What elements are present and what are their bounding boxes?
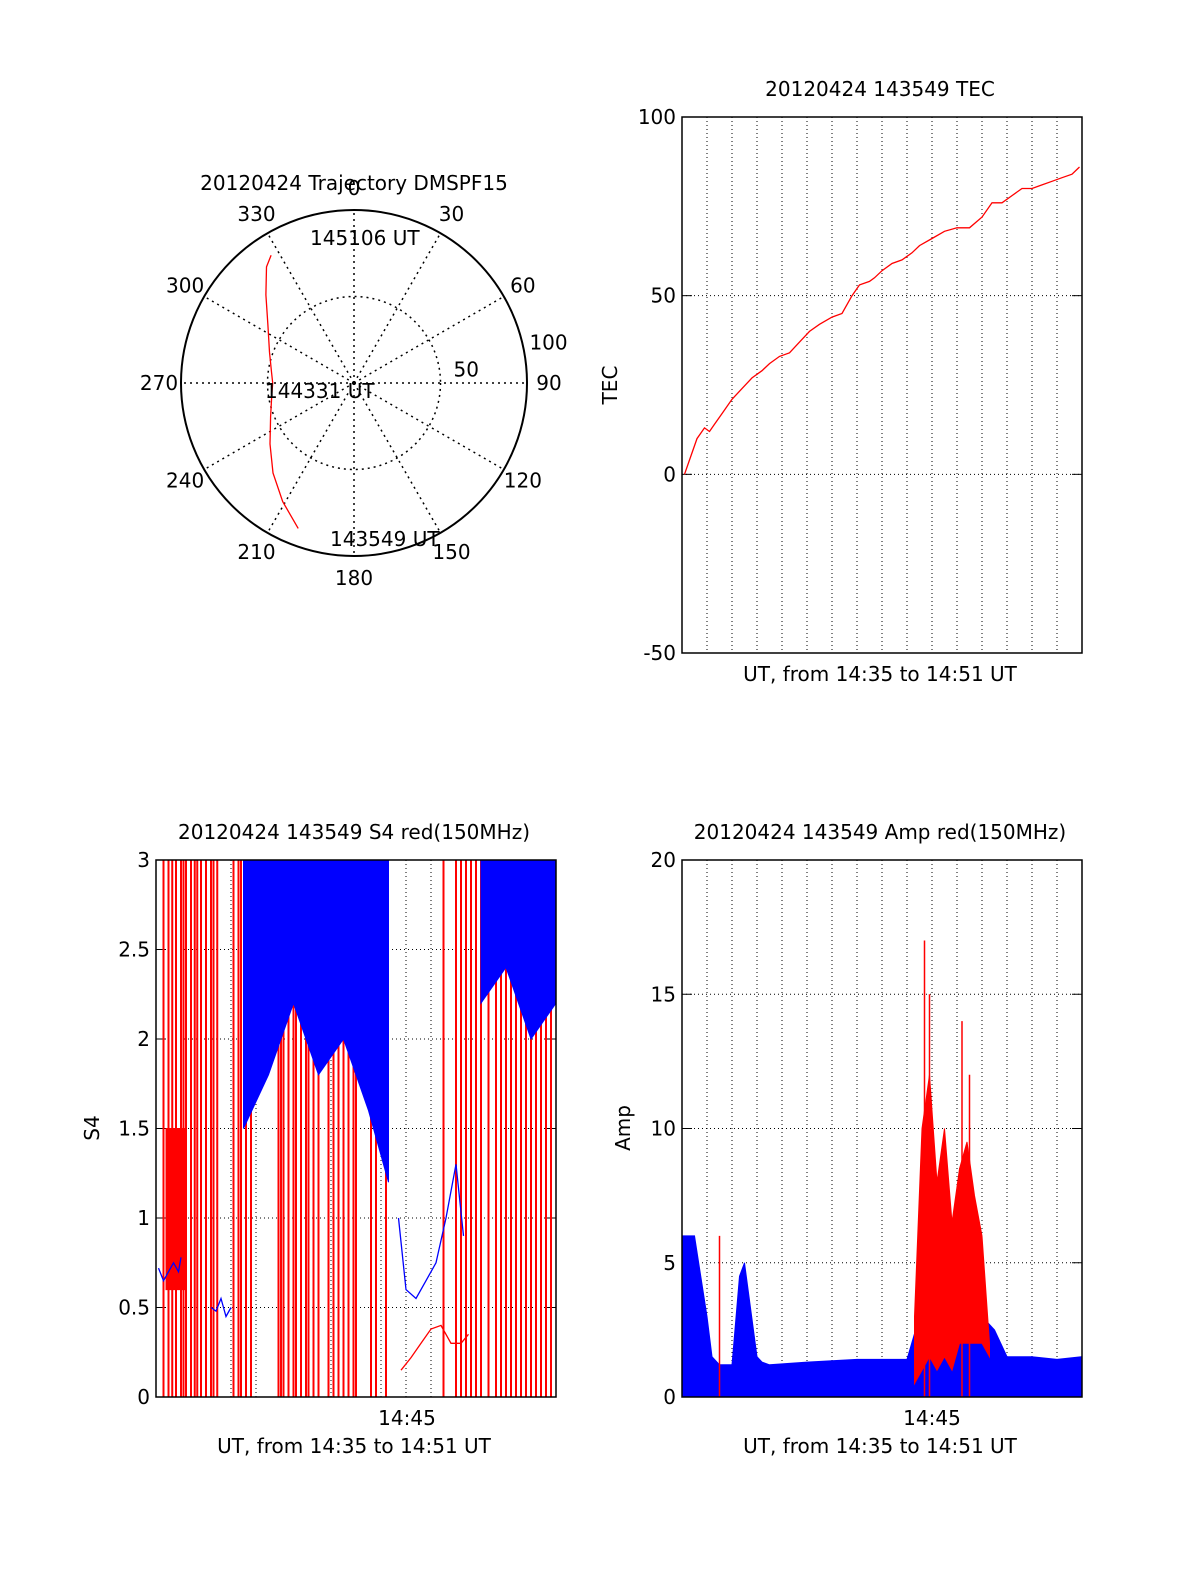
series-line	[210, 1296, 232, 1319]
polar-angle-label: 270	[140, 371, 178, 395]
polar-spoke	[353, 295, 505, 384]
series-line	[683, 166, 1080, 475]
series-band	[914, 1074, 990, 1386]
polar-outer-circle	[180, 209, 528, 557]
polar-grid	[180, 209, 528, 557]
track-annotation-end: 145106 UT	[310, 226, 420, 250]
y-tick-label: -50	[643, 641, 676, 665]
amp-panel: 20120424 143549 Amp red(150MHz) Amp 14:4…	[611, 820, 1083, 1458]
tec-title: 20120424 143549 TEC	[765, 77, 995, 101]
polar-radial-labels: 50 100	[454, 331, 568, 382]
s4-xlabel: UT, from 14:35 to 14:51 UT	[217, 1434, 492, 1458]
series-band	[480, 859, 557, 1041]
y-tick-label: 0.5	[118, 1296, 150, 1320]
polar-spoke	[353, 232, 442, 384]
polar-radial-label: 100	[529, 331, 567, 355]
track-annotation-start: 143549 UT	[330, 527, 440, 551]
polar-angle-label: 240	[166, 469, 204, 493]
series-band	[681, 1208, 1083, 1398]
polar-angle-label: 150	[432, 540, 470, 564]
y-tick-label: 1.5	[118, 1117, 150, 1141]
y-tick-label: 0	[663, 462, 676, 486]
series-line	[400, 1324, 469, 1371]
tec-ylabel: TEC	[598, 366, 622, 406]
series-band	[165, 1128, 187, 1291]
series-line	[157, 1257, 182, 1283]
polar-series	[265, 255, 299, 529]
polar-spoke	[353, 382, 442, 534]
polar-spoke	[266, 232, 355, 384]
series-line	[397, 1164, 465, 1300]
y-tick-label: 5	[663, 1251, 676, 1275]
polar-panel: 20120424 Trajectory DMSPF15 0 30 60 90 120 15…	[140, 171, 568, 590]
s4-plot: 0 0.5 1 1.5 2 2.5 3	[118, 848, 557, 1409]
tec-xlabel: UT, from 14:35 to 14:51 UT	[743, 662, 1018, 686]
amp-title: 20120424 143549 Amp red(150MHz)	[694, 820, 1066, 844]
y-tick-label: 0	[663, 1385, 676, 1409]
polar-angle-label: 120	[504, 469, 542, 493]
polar-angle-label: 60	[510, 274, 535, 298]
s4-title: 20120424 143549 S4 red(150MHz)	[178, 820, 530, 844]
polar-spoke	[266, 382, 355, 534]
y-tick-label: 100	[638, 105, 676, 129]
polar-angle-label: 30	[439, 202, 464, 226]
polar-title: 20120424 Trajectory DMSPF15	[200, 171, 508, 195]
y-tick-label: 2	[137, 1027, 150, 1051]
plot-frame	[681, 116, 1083, 654]
amp-ylabel: Amp	[611, 1105, 635, 1151]
polar-angle-label: 180	[335, 566, 373, 590]
y-tick-label: 3	[137, 848, 150, 872]
polar-trajectory-line	[265, 255, 299, 529]
polar-radial-label: 50	[454, 357, 479, 381]
polar-angle-labels: 0 30 60 90 120 150 180 210 240 270 300 330	[140, 176, 562, 590]
polar-angle-label: 330	[237, 202, 275, 226]
amp-plot: 0 5 10 15 20	[651, 848, 1083, 1409]
s4-ylabel: S4	[80, 1115, 104, 1140]
polar-spoke	[353, 382, 505, 471]
y-tick-label: 20	[651, 848, 676, 872]
polar-grid-ring	[266, 295, 442, 471]
polar-spoke	[203, 295, 355, 384]
y-tick-label: 1	[137, 1206, 150, 1230]
tec-plot: -50 0 50 100	[638, 105, 1083, 665]
plot-frame	[681, 859, 1083, 1398]
polar-angle-label: 0	[348, 176, 361, 200]
s4-xtick-label: 14:45	[378, 1406, 436, 1430]
track-annotation-mid: 144331 UT	[265, 379, 375, 403]
polar-angle-label: 300	[166, 274, 204, 298]
amp-xtick-label: 14:45	[903, 1406, 961, 1430]
polar-angle-label: 210	[237, 540, 275, 564]
tec-panel: 20120424 143549 TEC TEC UT, from 14:35 t…	[598, 77, 1083, 686]
y-tick-label: 15	[651, 982, 676, 1006]
s4-panel: 20120424 143549 S4 red(150MHz) S4 14:45 …	[80, 820, 557, 1458]
y-tick-label: 0	[137, 1385, 150, 1409]
series-band	[243, 859, 389, 1183]
y-tick-label: 50	[651, 284, 676, 308]
y-tick-label: 10	[651, 1117, 676, 1141]
plot-frame	[155, 859, 557, 1398]
polar-angle-label: 90	[536, 371, 561, 395]
polar-spoke	[203, 382, 355, 471]
amp-xlabel: UT, from 14:35 to 14:51 UT	[743, 1434, 1018, 1458]
y-tick-label: 2.5	[118, 938, 150, 962]
